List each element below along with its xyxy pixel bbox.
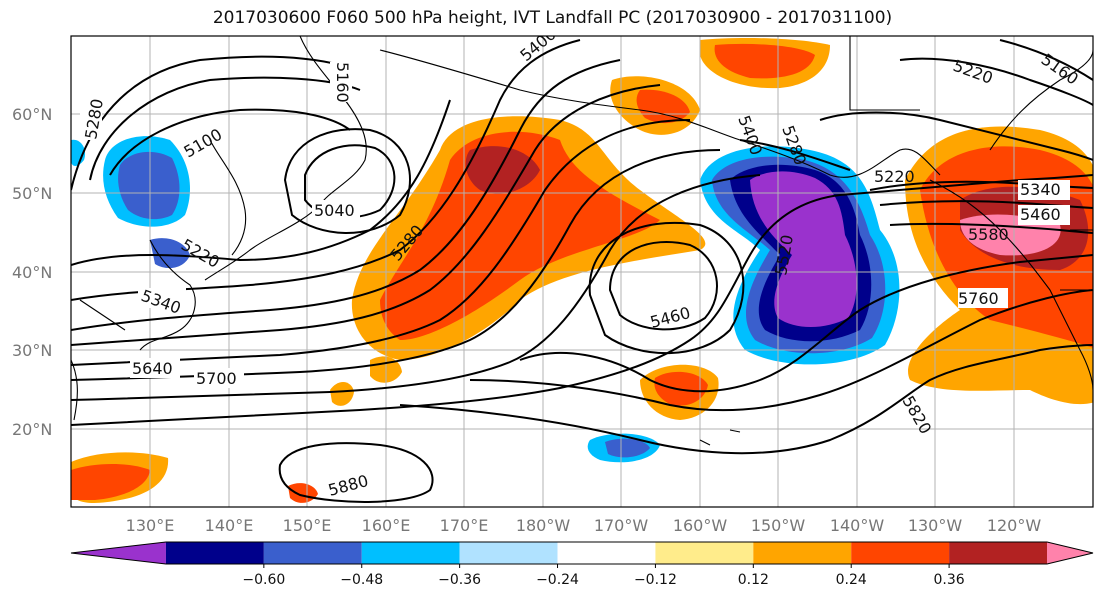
lon-label: 170°W [594, 516, 649, 535]
graticule [71, 36, 1093, 507]
lon-label: 130°E [126, 516, 175, 535]
contour-label: 5220 [874, 167, 915, 186]
lon-label: 170°E [440, 516, 489, 535]
lon-label: 140°E [205, 516, 254, 535]
colorbar-cell [361, 542, 460, 564]
lon-label: 120°W [987, 516, 1042, 535]
contour-label: 5580 [968, 225, 1009, 244]
contour-label: 5760 [958, 289, 999, 308]
colorbar-cell [459, 542, 558, 564]
lat-label: 50°N [12, 184, 52, 203]
lon-label: 160°E [362, 516, 411, 535]
lon-label: 150°E [283, 516, 332, 535]
colorbar-outline [70, 541, 1094, 565]
map-frame [70, 35, 1094, 508]
colorbar-cell [263, 542, 362, 564]
contour-label: 5040 [314, 201, 355, 220]
contour-label: 5700 [196, 369, 237, 388]
colorbar-cell [165, 542, 264, 564]
colorbar-cell [753, 542, 852, 564]
longitude-labels: 130°E 140°E 150°E 160°E 170°E 180°W 170°… [126, 516, 1042, 535]
contour-label: 5160 [333, 62, 352, 103]
colorbar-tick-label: 0.24 [836, 572, 867, 588]
latitude-labels: 60°N 50°N 40°N 30°N 20°N [12, 105, 52, 439]
positive-anomaly-east-pacific [351, 116, 706, 360]
lon-label: 160°W [673, 516, 728, 535]
colorbar-tick-label: −0.36 [438, 572, 481, 588]
lat-label: 40°N [12, 263, 52, 282]
colorbar-tick-label: 0.12 [738, 572, 769, 588]
colorbar-cell [655, 542, 754, 564]
lon-label: 180°W [516, 516, 571, 535]
colorbar-tick-label: −0.24 [536, 572, 579, 588]
contour-label: 5340 [1020, 180, 1061, 199]
lon-label: 140°W [830, 516, 885, 535]
colorbar-tick-label: 0.36 [934, 572, 965, 588]
lat-label: 60°N [12, 105, 52, 124]
lon-label: 130°W [908, 516, 963, 535]
colorbar-extend-high [1047, 542, 1093, 564]
colorbar-cell [851, 542, 950, 564]
colorbar-tick-label: −0.60 [242, 572, 285, 588]
map-title: 2017030600 F060 500 hPa height, IVT Land… [212, 8, 893, 28]
colorbar-tick-label: −0.12 [634, 572, 677, 588]
colorbar-cell [557, 542, 656, 564]
contour-label: 5640 [132, 359, 173, 378]
map-panel: 5160 5280 5100 5040 5220 5340 5280 5400 … [71, 36, 1093, 507]
lon-label: 150°W [751, 516, 806, 535]
lat-label: 20°N [12, 420, 52, 439]
colorbar-extend-low [71, 542, 166, 564]
negative-anomaly-gulf-of-alaska [700, 146, 900, 365]
colorbar-tick-label: −0.48 [340, 572, 383, 588]
contour-label-group: 5160 5280 5100 5040 5220 5340 5280 5400 … [80, 36, 1082, 500]
colorbar-cell [949, 542, 1047, 564]
lat-label: 30°N [12, 341, 52, 360]
contour-label: 5460 [1020, 205, 1061, 224]
negative-anomaly-west [71, 136, 660, 463]
colorbar: −0.60 −0.48 −0.36 −0.24 −0.12 0.12 0.24 0.36 [70, 541, 1094, 588]
